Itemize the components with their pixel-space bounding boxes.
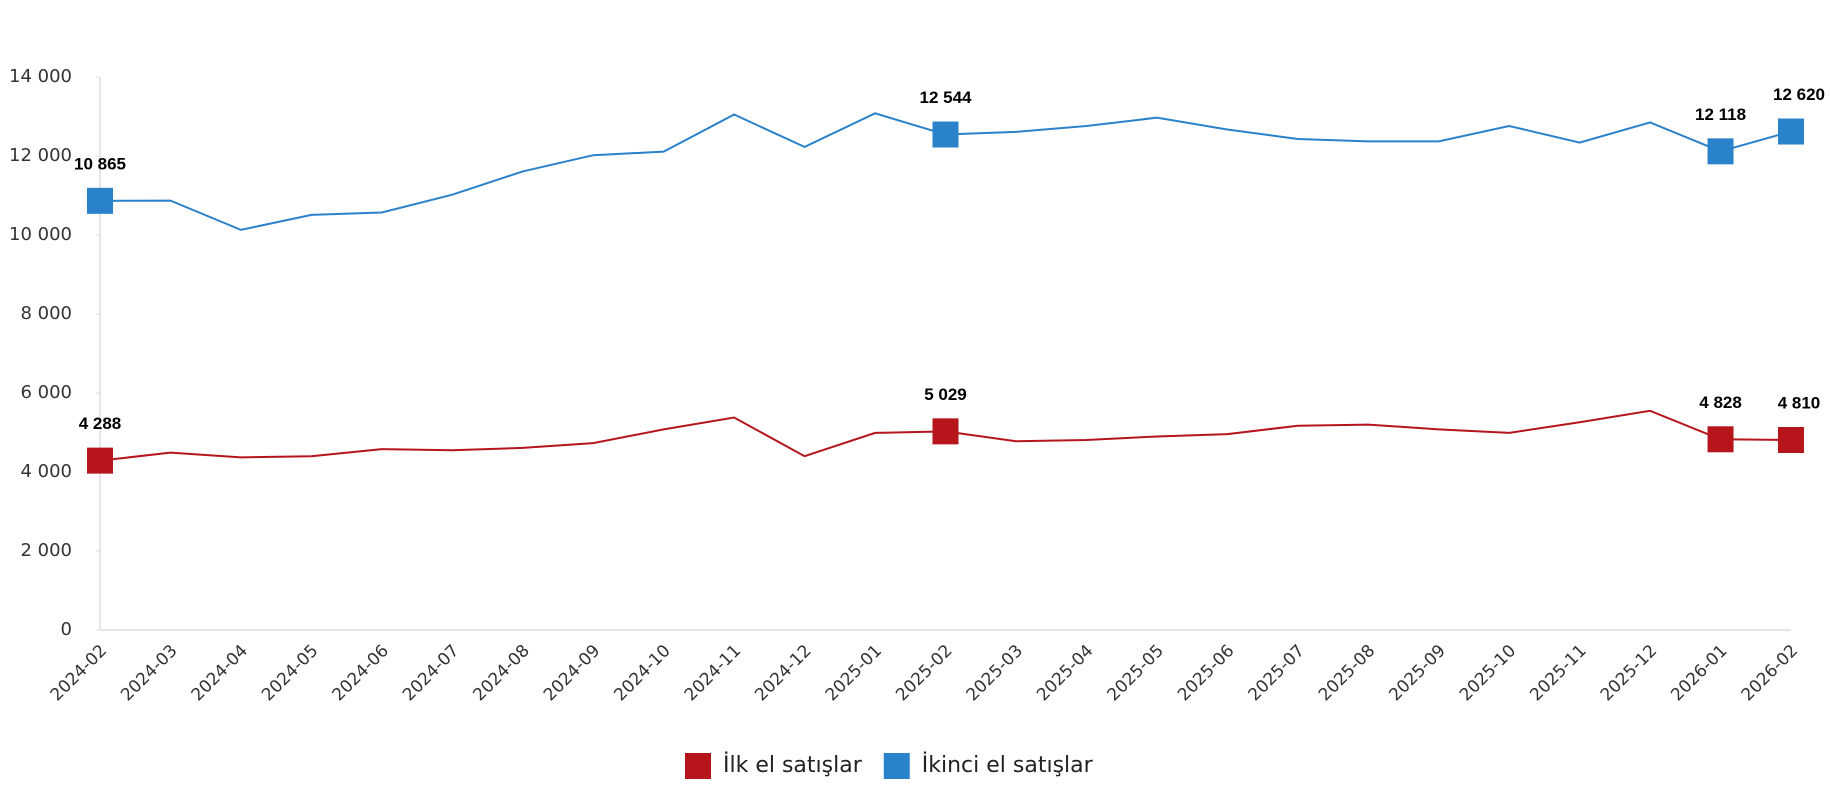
x-tick-label: 2025-03 bbox=[963, 641, 1027, 705]
x-tick-label: 2025-05 bbox=[1104, 641, 1168, 705]
x-tick-label: 2025-12 bbox=[1597, 641, 1661, 705]
legend-swatch bbox=[685, 753, 711, 779]
legend-label: İlk el satışlar bbox=[723, 752, 863, 778]
x-tick-label: 2025-11 bbox=[1526, 641, 1590, 705]
y-tick-label: 10 000 bbox=[9, 224, 72, 245]
x-tick-label: 2024-11 bbox=[681, 641, 745, 705]
value-label: 4 288 bbox=[79, 414, 122, 433]
value-label: 4 828 bbox=[1699, 393, 1742, 412]
x-tick-label: 2024-04 bbox=[188, 641, 252, 705]
y-tick-label: 8 000 bbox=[20, 303, 72, 324]
legend-label: İkinci el satışlar bbox=[922, 752, 1094, 778]
x-tick-label: 2024-10 bbox=[610, 641, 674, 705]
y-tick-label: 12 000 bbox=[9, 145, 72, 166]
point-marker bbox=[87, 447, 113, 474]
x-tick-label: 2024-06 bbox=[329, 641, 393, 705]
value-label: 4 810 bbox=[1778, 393, 1821, 412]
x-tick-label: 2024-05 bbox=[258, 641, 322, 705]
point-marker bbox=[1778, 118, 1804, 145]
value-label: 12 544 bbox=[920, 88, 973, 107]
x-tick-label: 2024-09 bbox=[540, 641, 604, 705]
value-label: 12 620 bbox=[1773, 85, 1825, 104]
y-tick-label: 6 000 bbox=[20, 382, 72, 403]
x-tick-label: 2025-02 bbox=[892, 641, 956, 705]
x-tick-label: 2025-01 bbox=[822, 641, 886, 705]
x-tick-label: 2026-01 bbox=[1667, 641, 1731, 705]
legend-swatch bbox=[883, 753, 910, 779]
y-tick-label: 4 000 bbox=[20, 461, 72, 482]
x-tick-label: 2026-02 bbox=[1738, 641, 1802, 705]
x-tick-label: 2024-07 bbox=[399, 641, 463, 705]
y-tick-label: 14 000 bbox=[9, 66, 72, 87]
point-marker bbox=[932, 418, 959, 445]
x-tick-label: 2025-10 bbox=[1456, 641, 1520, 705]
x-tick-label: 2025-06 bbox=[1174, 641, 1238, 705]
point-marker bbox=[87, 187, 113, 214]
point-marker bbox=[932, 121, 959, 148]
x-tick-label: 2024-02 bbox=[47, 641, 111, 705]
x-tick-label: 2025-08 bbox=[1315, 641, 1379, 705]
point-marker bbox=[1707, 426, 1734, 453]
x-tick-label: 2024-03 bbox=[117, 641, 181, 705]
x-tick-label: 2025-04 bbox=[1033, 641, 1097, 705]
y-tick-label: 2 000 bbox=[20, 540, 72, 561]
value-label: 10 865 bbox=[74, 154, 126, 173]
x-tick-label: 2025-09 bbox=[1385, 641, 1449, 705]
y-tick-label: 0 bbox=[61, 619, 72, 640]
value-label: 12 118 bbox=[1695, 105, 1746, 124]
point-marker bbox=[1707, 138, 1734, 165]
x-tick-label: 2024-08 bbox=[469, 641, 533, 705]
value-label: 5 029 bbox=[924, 385, 967, 404]
x-tick-label: 2025-07 bbox=[1244, 641, 1308, 705]
point-marker bbox=[1778, 427, 1804, 454]
x-tick-label: 2024-12 bbox=[751, 641, 815, 705]
